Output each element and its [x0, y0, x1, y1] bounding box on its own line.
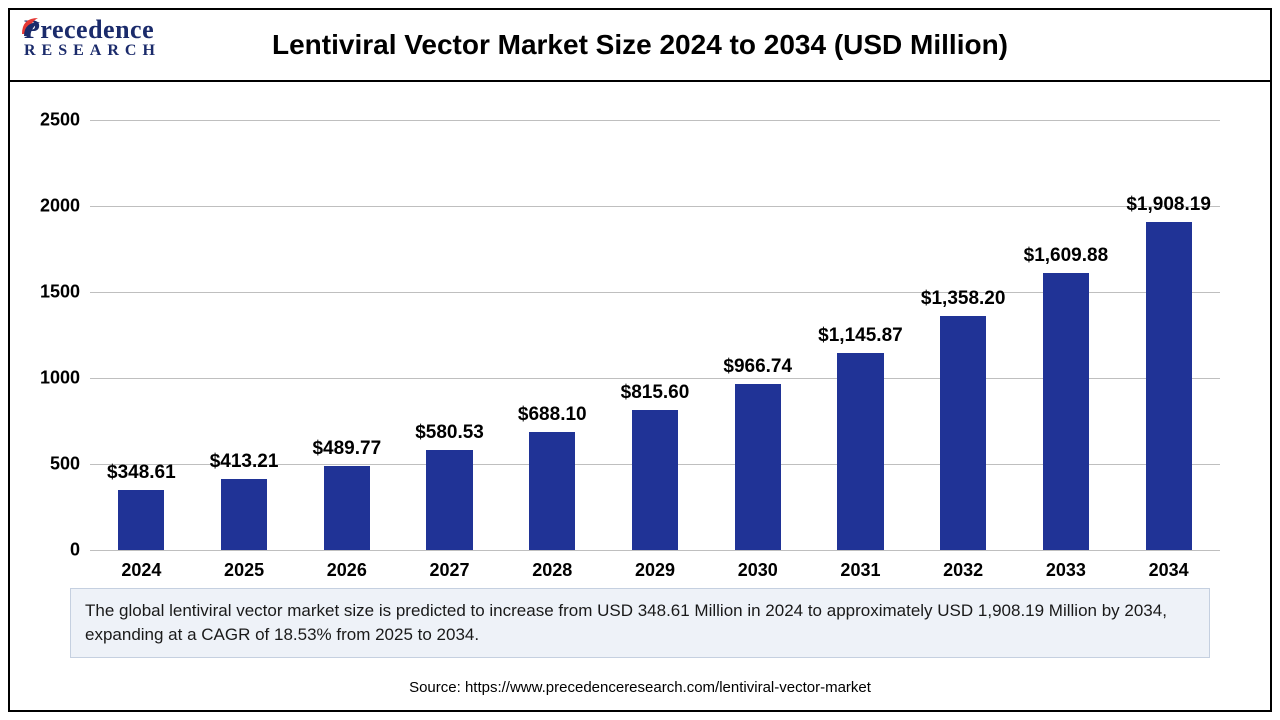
y-tick-label: 1500 [40, 282, 90, 303]
y-tick-label: 1000 [40, 368, 90, 389]
bar: $688.10 [529, 432, 575, 550]
bar-value-label: $1,908.19 [1126, 194, 1211, 222]
bar-value-label: $1,145.87 [818, 325, 903, 353]
bar: $489.77 [324, 466, 370, 550]
x-tick-label: 2026 [327, 550, 367, 581]
bar: $966.74 [735, 384, 781, 550]
header: Precedence RESEARCH Lentiviral Vector Ma… [10, 10, 1270, 82]
bar: $815.60 [632, 410, 678, 550]
bar-value-label: $489.77 [312, 438, 381, 466]
bar: $348.61 [118, 490, 164, 550]
y-tick-label: 0 [70, 540, 90, 561]
bar-value-label: $815.60 [621, 382, 690, 410]
bar-value-label: $966.74 [723, 356, 792, 384]
bar: $413.21 [221, 479, 267, 550]
x-tick-label: 2031 [840, 550, 880, 581]
bar-chart: 05001000150020002500$348.612024$413.2120… [90, 120, 1220, 550]
bar: $1,908.19 [1146, 222, 1192, 550]
bar-value-label: $580.53 [415, 422, 484, 450]
caption-box: The global lentiviral vector market size… [70, 588, 1210, 658]
bar: $1,609.88 [1043, 273, 1089, 550]
chart-frame: Precedence RESEARCH Lentiviral Vector Ma… [8, 8, 1272, 712]
brand-logo: Precedence RESEARCH [24, 16, 161, 60]
bar-value-label: $1,609.88 [1024, 245, 1109, 273]
caption-text: The global lentiviral vector market size… [85, 601, 1167, 644]
bar-value-label: $1,358.20 [921, 288, 1006, 316]
y-tick-label: 2500 [40, 110, 90, 131]
x-tick-label: 2024 [121, 550, 161, 581]
x-tick-label: 2027 [430, 550, 470, 581]
x-tick-label: 2028 [532, 550, 572, 581]
x-tick-label: 2032 [943, 550, 983, 581]
grid-line [90, 120, 1220, 121]
x-tick-label: 2030 [738, 550, 778, 581]
brand-line2: RESEARCH [24, 43, 161, 60]
logo-swoosh-icon [18, 12, 48, 42]
y-tick-label: 2000 [40, 196, 90, 217]
x-tick-label: 2033 [1046, 550, 1086, 581]
y-tick-label: 500 [50, 454, 90, 475]
grid-line [90, 206, 1220, 207]
x-tick-label: 2025 [224, 550, 264, 581]
bar: $580.53 [426, 450, 472, 550]
bar: $1,145.87 [837, 353, 883, 550]
chart-title: Lentiviral Vector Market Size 2024 to 20… [10, 29, 1270, 61]
x-tick-label: 2029 [635, 550, 675, 581]
bar-value-label: $688.10 [518, 404, 587, 432]
bar-value-label: $348.61 [107, 462, 176, 490]
bar: $1,358.20 [940, 316, 986, 550]
source-line: Source: https://www.precedenceresearch.c… [10, 679, 1270, 696]
x-tick-label: 2034 [1149, 550, 1189, 581]
bar-value-label: $413.21 [210, 451, 279, 479]
